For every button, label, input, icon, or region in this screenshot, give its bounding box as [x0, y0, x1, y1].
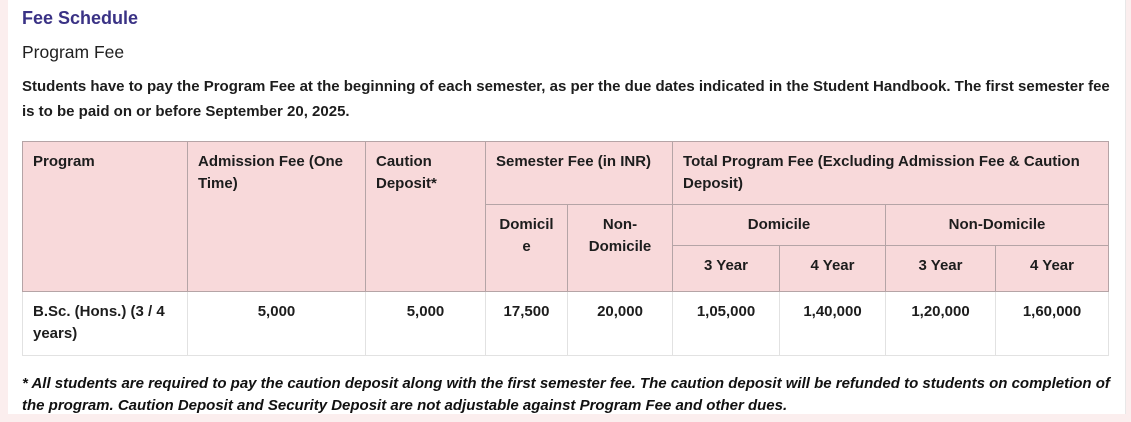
col-header-admission-fee: Admission Fee (One Time) — [187, 141, 366, 292]
cell-total-domicile-4yr: 1,40,000 — [779, 291, 887, 356]
header-row-1: Program Admission Fee (One Time) Caution… — [22, 141, 1110, 292]
cell-total-non-domicile-4yr: 1,60,000 — [995, 291, 1110, 356]
col-header-semester-fee: Semester Fee (in INR) — [484, 141, 674, 205]
cell-program: B.Sc. (Hons.) (3 / 4 years) — [22, 291, 188, 356]
cell-semester-domicile: 17,500 — [485, 291, 568, 356]
col-header-non-domicile-4-year: 4 Year — [995, 245, 1110, 292]
cell-caution-deposit: 5,000 — [365, 291, 486, 356]
col-header-semester-non-domicile: Non-Domicile — [566, 204, 674, 292]
col-header-caution-deposit: Caution Deposit* — [365, 141, 486, 292]
content-card: Fee Schedule Program Fee Students have t… — [8, 0, 1126, 414]
header-row-3: 3 Year 4 Year 3 Year 4 Year — [23, 245, 1110, 292]
col-header-semester-domicile: Domicile — [485, 204, 568, 292]
col-header-program: Program — [22, 141, 188, 292]
col-header-total-domicile: Domicile — [672, 204, 887, 246]
col-header-non-domicile-3-year: 3 Year — [885, 245, 997, 292]
table-body: B.Sc. (Hons.) (3 / 4 years) 5,000 5,000 … — [22, 291, 1110, 356]
intro-text: Students have to pay the Program Fee at … — [22, 78, 1110, 120]
fee-schedule-table: Program Admission Fee (One Time) Caution… — [22, 141, 1110, 356]
table-row: B.Sc. (Hons.) (3 / 4 years) 5,000 5,000 … — [22, 291, 1110, 356]
header-row-2: Domicile Non-Domicile Domicile Non-Domic… — [23, 204, 1110, 292]
col-header-domicile-3-year: 3 Year — [672, 245, 781, 292]
cell-total-non-domicile-3yr: 1,20,000 — [885, 291, 997, 356]
page-title: Fee Schedule — [22, 8, 139, 28]
section-title: Program Fee — [22, 42, 125, 62]
cell-total-domicile-3yr: 1,05,000 — [672, 291, 781, 356]
cell-admission-fee: 5,000 — [187, 291, 366, 356]
cell-semester-non-domicile: 20,000 — [566, 291, 674, 356]
table-header: Program Admission Fee (One Time) Caution… — [22, 141, 1110, 292]
col-header-total-non-domicile: Non-Domicile — [885, 204, 1110, 246]
col-header-domicile-4-year: 4 Year — [779, 245, 887, 292]
footnote-text: * All students are required to pay the c… — [22, 375, 1110, 414]
col-header-total-program-fee: Total Program Fee (Excluding Admission F… — [672, 141, 1110, 205]
